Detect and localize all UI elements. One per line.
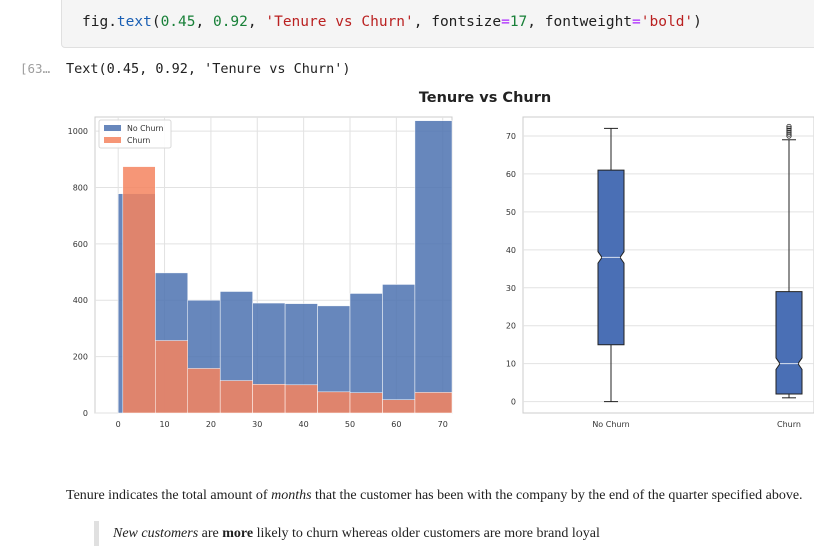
x-tick-label: 30 [252,420,262,429]
box-churn [775,291,803,395]
y-tick-label: 70 [506,132,516,141]
outlier-point [786,131,792,137]
md-emphasis: New customers [113,526,199,541]
y-tick-label: 30 [506,284,516,293]
md-text: that the customer has been with the comp… [311,488,803,503]
outlier-point [786,125,792,131]
y-tick-label: 40 [506,246,516,255]
x-tick-label: 20 [206,420,216,429]
output-prompt: [63… [20,61,51,76]
bar-churn [382,399,416,414]
code-token: ) [693,14,702,30]
y-tick-label: 200 [73,353,88,362]
x-tick-label: 0 [116,420,121,429]
output-text: Text(0.45, 0.92, 'Tenure vs Churn') [66,61,351,77]
outlier-point [786,123,792,130]
bar-churn [122,166,156,414]
y-tick-label: 20 [506,322,516,331]
code-token-operator: = [632,14,641,30]
y-tick-label: 600 [73,240,88,249]
bar-churn [414,392,453,414]
x-tick-label: 60 [391,420,401,429]
legend-label: Churn [127,136,150,145]
md-text: Tenure indicates the total amount of [66,488,272,503]
bar-churn [155,340,188,414]
bar-no-churn [414,120,453,414]
md-strong: more [222,526,254,541]
blockquote-bar [94,521,99,546]
code-line: fig.text(0.45, 0.92, 'Tenure vs Churn', … [82,14,702,30]
code-token: , fontsize [413,14,502,30]
y-tick-label: 800 [73,183,88,192]
y-tick-label: 60 [506,170,516,179]
md-text: are [198,526,223,541]
code-token: , [195,14,213,30]
code-token-operator: = [501,14,510,30]
legend-swatch [104,137,121,143]
x-tick-label: 70 [438,420,448,429]
bar-churn [284,384,318,414]
md-text: likely to churn whereas older customers … [253,526,600,541]
x-tick-label: No Churn [592,420,629,429]
bar-churn [252,383,286,414]
code-token-number: 17 [509,14,528,30]
bar-churn [219,380,253,414]
x-tick-label: 50 [345,420,355,429]
chart-title: Tenure vs Churn [419,90,551,106]
y-tick-label: 0 [511,398,516,407]
x-tick-label: 10 [159,420,169,429]
x-tick-label: Churn [777,420,801,429]
code-token-string: 'Tenure vs Churn' [265,14,414,30]
y-tick-label: 50 [506,208,516,217]
boxplot-plot-area [522,116,814,414]
outlier-point [786,127,792,133]
code-token: ( [151,14,161,30]
code-cell[interactable]: fig.text(0.45, 0.92, 'Tenure vs Churn', … [61,0,814,48]
code-token: , [247,14,266,30]
code-token-number: 0.92 [212,14,248,30]
bar-no-churn [382,284,416,414]
md-emphasis: months [271,488,312,503]
bar-churn [349,392,383,414]
legend-label: No Churn [127,124,163,133]
code-token: fig. [82,14,117,30]
y-tick-label: 10 [506,360,516,369]
bar-churn [187,368,221,414]
bar-churn [317,391,351,414]
code-token-number: 0.45 [160,14,196,30]
outlier-point [786,129,792,135]
y-tick-label: 0 [83,409,88,418]
y-tick-label: 1000 [68,127,88,136]
code-token-string: 'bold' [640,14,694,30]
legend-swatch [104,125,121,131]
code-token-function: text [116,14,152,30]
outlier-point [786,133,792,139]
markdown-paragraph: Tenure indicates the total amount of mon… [66,488,803,504]
code-token: , fontweight [527,14,633,30]
y-tick-label: 400 [73,296,88,305]
x-tick-label: 40 [299,420,309,429]
markdown-blockquote: New customers are more likely to churn w… [113,526,600,542]
